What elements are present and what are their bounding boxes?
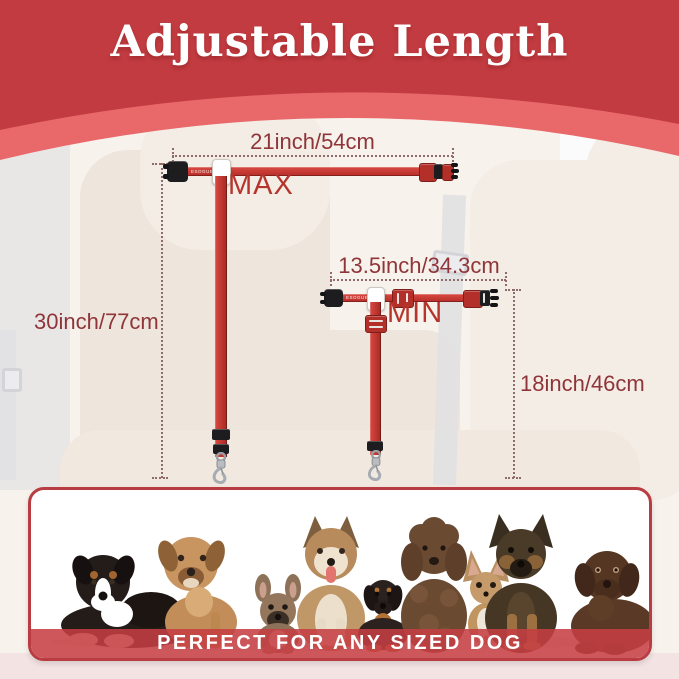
min-strap-vertical (370, 302, 381, 455)
min-width-label: 13.5inch/34.3cm (338, 253, 500, 278)
max-height-tick-top (152, 163, 168, 165)
max-clip-prongs (451, 163, 459, 180)
max-strap-horizontal (184, 167, 424, 176)
min-buckle-left (320, 289, 343, 307)
max-adjuster-band-2 (213, 444, 229, 454)
max-width-tick-right (452, 148, 454, 162)
seatbelt-buckle-left-edge (2, 368, 22, 392)
min-width-tick-left (330, 272, 332, 286)
dogs-panel: PERFECT FOR ANY SIZED DOG (28, 487, 652, 661)
min-height-label: 18inch/46cm (520, 371, 645, 396)
max-width-tick-left (172, 148, 174, 162)
page-title: Adjustable Length (110, 17, 569, 67)
min-width-dimension-line (330, 279, 506, 281)
min-height-tick-bottom (505, 477, 521, 479)
min-brand-label: ESOGUE (346, 295, 369, 300)
min-clip-prongs (490, 289, 499, 307)
max-clip-latch (434, 164, 443, 179)
max-buckle-left (163, 161, 188, 182)
max-strap-vertical (215, 176, 227, 457)
min-adjuster-vertical (365, 315, 387, 333)
min-snap-hook-icon (367, 450, 382, 481)
max-width-label: 21inch/54cm (250, 129, 375, 154)
max-brand-label: ESOGUE (191, 169, 214, 174)
max-height-label: 30inch/77cm (34, 309, 159, 334)
seatbelt-strap-left-edge (0, 330, 16, 480)
header-curve (0, 0, 679, 160)
min-width-tick-right (505, 272, 507, 286)
min-label: MIN (387, 297, 444, 329)
max-width-dimension-line (172, 155, 453, 157)
max-snap-hook-icon (212, 452, 227, 484)
min-adjuster-horizontal (392, 289, 414, 308)
banner: PERFECT FOR ANY SIZED DOG (31, 629, 649, 658)
min-adjuster-band (367, 441, 383, 451)
max-height-dimension-line (161, 163, 163, 478)
max-adjuster-band-1 (212, 429, 230, 440)
min-height-dimension-line (513, 289, 515, 478)
header-band-dark (0, 0, 679, 130)
min-clip-latch (480, 290, 490, 306)
banner-text: PERFECT FOR ANY SIZED DOG (157, 632, 523, 654)
max-label: MAX (228, 169, 294, 201)
max-height-tick-bottom (152, 477, 168, 479)
